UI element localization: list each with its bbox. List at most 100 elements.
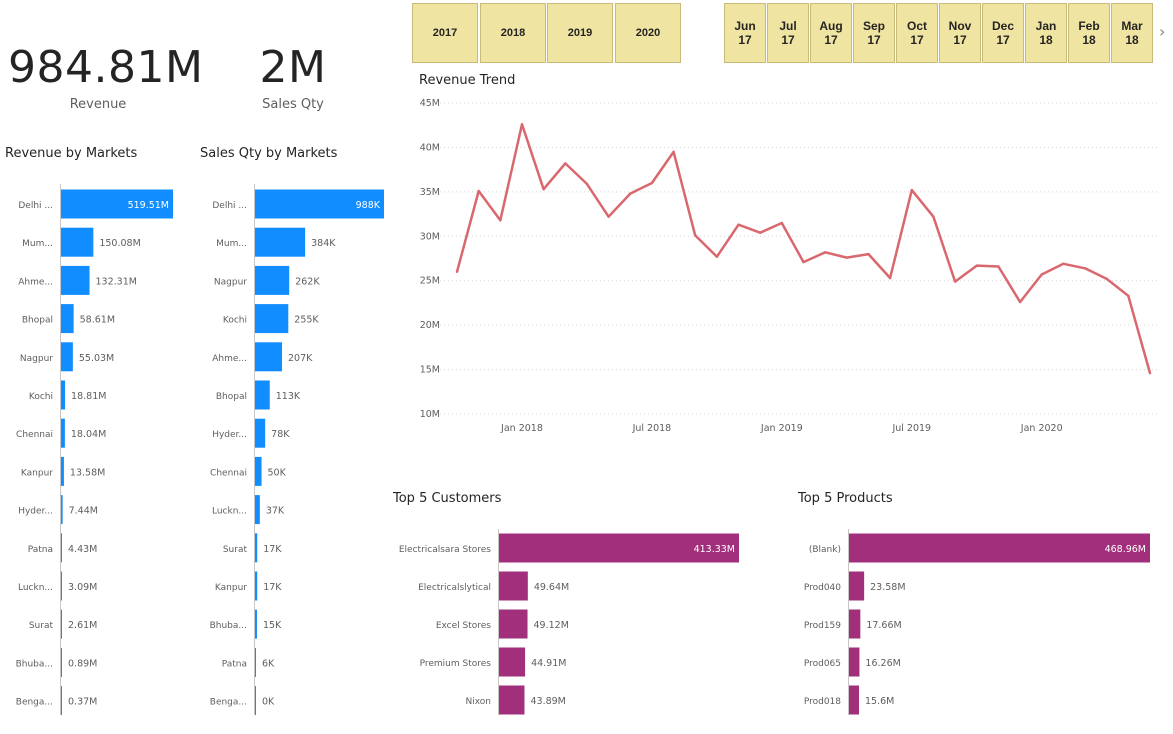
bar[interactable]: [255, 418, 266, 448]
month-slicer-item[interactable]: Dec 17: [982, 3, 1024, 63]
bar[interactable]: [499, 685, 525, 715]
trend-point[interactable]: [780, 221, 784, 225]
bar[interactable]: [61, 342, 73, 372]
trend-point[interactable]: [997, 265, 1000, 268]
trend-point[interactable]: [499, 219, 502, 222]
bar[interactable]: [849, 685, 860, 715]
trend-point[interactable]: [867, 252, 870, 256]
bar[interactable]: [499, 571, 528, 601]
bar[interactable]: [255, 495, 260, 525]
bar[interactable]: [61, 380, 66, 410]
bar[interactable]: [61, 418, 65, 448]
month-slicer-item[interactable]: Jul 17: [767, 3, 809, 63]
month-slicer-item[interactable]: Jan 18: [1025, 3, 1067, 63]
bar-category-label: Bhopal: [22, 316, 53, 326]
trend-point[interactable]: [953, 280, 957, 283]
month-slicer-item[interactable]: Aug 17: [810, 3, 852, 63]
bar[interactable]: [61, 304, 74, 334]
trend-point[interactable]: [542, 187, 545, 191]
bar[interactable]: [255, 304, 289, 334]
trend-point[interactable]: [802, 260, 805, 264]
bar[interactable]: [61, 495, 63, 525]
trend-point[interactable]: [1148, 371, 1152, 375]
bar-data-label: 4.43M: [68, 544, 97, 555]
bar[interactable]: [61, 647, 62, 677]
bar[interactable]: [255, 533, 258, 563]
trend-point[interactable]: [932, 215, 935, 218]
trend-point[interactable]: [758, 231, 762, 234]
bar[interactable]: [255, 380, 270, 410]
trend-point[interactable]: [845, 256, 849, 259]
trend-point[interactable]: [910, 188, 913, 192]
trend-point[interactable]: [455, 270, 459, 274]
month-slicer-item[interactable]: Feb 18: [1068, 3, 1110, 63]
bar-data-label: 15K: [263, 620, 282, 631]
bar[interactable]: [61, 686, 62, 716]
bar[interactable]: [255, 456, 262, 486]
year-slicer-2018[interactable]: 2018: [480, 3, 546, 63]
trend-point[interactable]: [1062, 262, 1065, 266]
revenue-trend-line[interactable]: [455, 123, 1152, 374]
bar[interactable]: [255, 686, 256, 716]
month-slicer-item[interactable]: Nov 17: [939, 3, 981, 63]
bar[interactable]: [849, 609, 861, 639]
trend-point[interactable]: [607, 215, 610, 218]
trend-point[interactable]: [1083, 267, 1087, 270]
bar[interactable]: [61, 265, 90, 295]
bar[interactable]: [255, 265, 290, 295]
trend-point[interactable]: [1105, 277, 1108, 281]
month-slicer-item[interactable]: Sep 17: [853, 3, 895, 63]
month-slicer-item[interactable]: Oct 17: [896, 3, 938, 63]
trend-point[interactable]: [737, 223, 740, 226]
bar[interactable]: [61, 571, 62, 601]
bar[interactable]: [849, 533, 1150, 563]
bar[interactable]: [255, 609, 257, 639]
trend-point[interactable]: [694, 234, 697, 237]
month-name: Mar: [1121, 19, 1143, 33]
bar-category-label: Surat: [223, 545, 248, 555]
bar[interactable]: [849, 571, 865, 601]
month-name: Dec: [991, 19, 1014, 33]
trend-point[interactable]: [564, 162, 567, 165]
trend-point[interactable]: [520, 123, 524, 126]
trend-point[interactable]: [1040, 273, 1043, 276]
month-slicer-item[interactable]: Jun 17: [724, 3, 766, 63]
bar[interactable]: [255, 647, 256, 677]
bar-category-label: Nagpur: [214, 277, 247, 287]
bar[interactable]: [499, 609, 528, 639]
bar[interactable]: [255, 571, 258, 601]
bar[interactable]: [849, 647, 860, 677]
trend-point[interactable]: [585, 182, 589, 186]
trend-point[interactable]: [888, 276, 892, 280]
chevron-right-icon[interactable]: ›: [1159, 22, 1166, 41]
bar-data-label: 113K: [276, 391, 301, 402]
bar[interactable]: [499, 533, 739, 563]
trend-point[interactable]: [477, 189, 480, 193]
month-name: Oct: [906, 19, 927, 33]
trend-point[interactable]: [629, 192, 632, 195]
trend-point[interactable]: [672, 150, 675, 154]
bar[interactable]: [61, 227, 94, 257]
year-slicer-2017[interactable]: 2017: [412, 3, 478, 63]
bar-data-label: 17K: [263, 582, 282, 593]
month-year: 17: [738, 33, 752, 47]
trend-point[interactable]: [823, 251, 827, 254]
trend-point[interactable]: [1018, 300, 1022, 304]
x-tick-label: Jul 2018: [632, 423, 672, 434]
bar[interactable]: [255, 227, 306, 257]
trend-point[interactable]: [1127, 294, 1130, 298]
month-slicer-item[interactable]: Mar 18: [1111, 3, 1153, 63]
year-slicer-2019[interactable]: 2019: [547, 3, 613, 63]
bar[interactable]: [61, 609, 62, 639]
bar[interactable]: [61, 456, 64, 486]
bar[interactable]: [255, 189, 384, 219]
bar[interactable]: [255, 342, 283, 372]
trend-point[interactable]: [715, 255, 719, 258]
trend-point[interactable]: [650, 181, 654, 185]
bar-data-label: 468.96M: [1105, 544, 1146, 555]
bar[interactable]: [61, 189, 173, 219]
year-slicer-2020[interactable]: 2020: [615, 3, 681, 63]
bar[interactable]: [61, 533, 62, 563]
bar[interactable]: [499, 647, 526, 677]
trend-point[interactable]: [975, 264, 978, 267]
